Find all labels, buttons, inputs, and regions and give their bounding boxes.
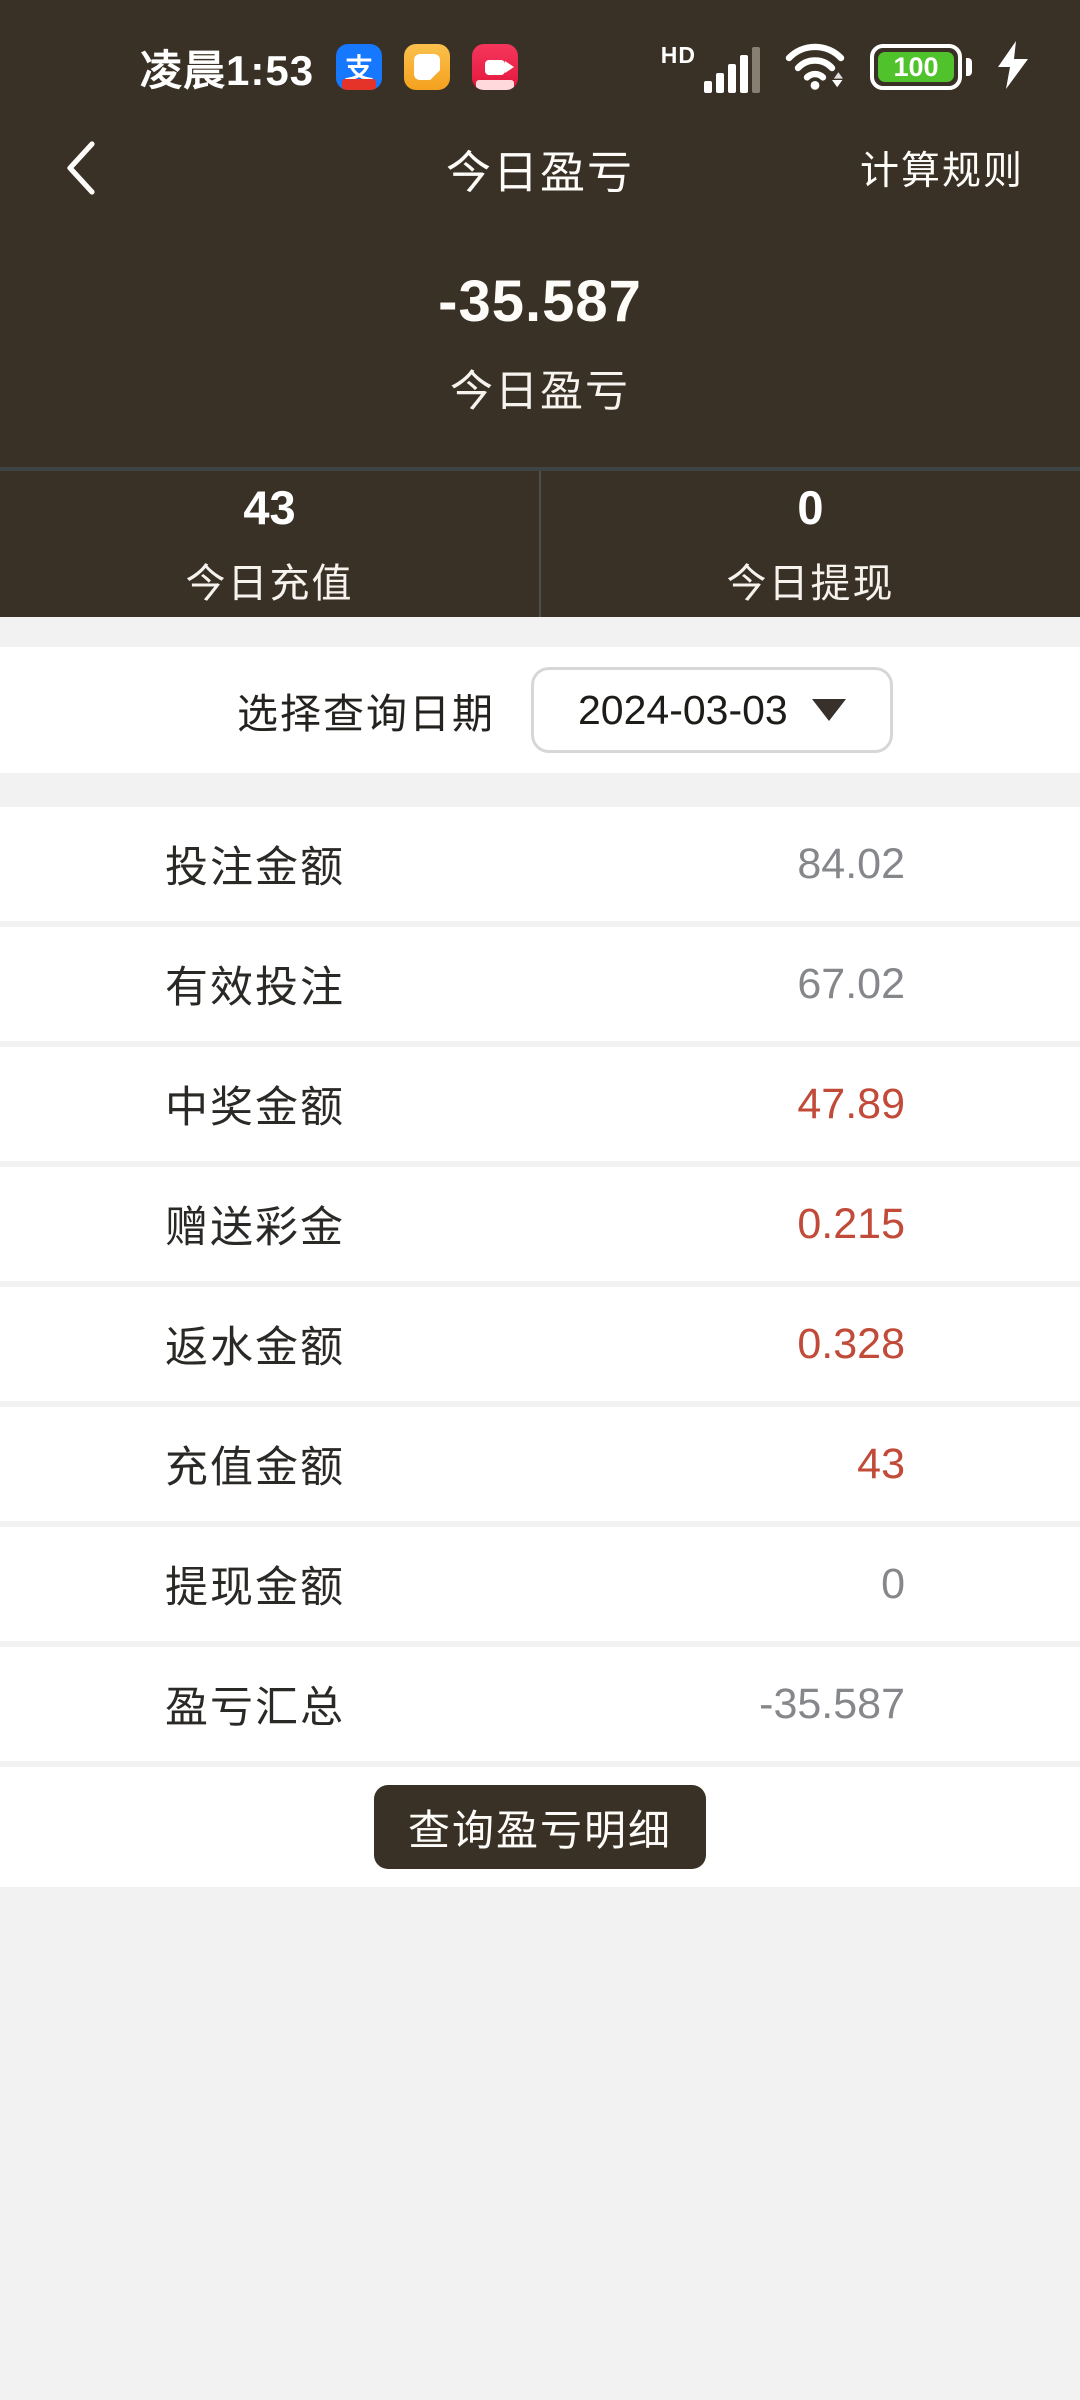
action-row: 查询盈亏明细	[0, 1767, 1080, 1887]
row-value: 47.89	[797, 1079, 905, 1128]
row-label: 充值金额	[165, 1444, 345, 1492]
row-label: 中奖金额	[165, 1084, 345, 1132]
row-value: 84.02	[797, 839, 905, 888]
message-icon	[404, 44, 451, 90]
kuaishou-icon	[472, 44, 519, 90]
calc-rules-link[interactable]: 计算规则	[859, 150, 1024, 193]
date-picker-row: 选择查询日期 2024-03-03	[0, 647, 1080, 773]
signal-icon: HD	[661, 42, 760, 93]
detail-row-rebate: 返水金额 0.328	[0, 1287, 1080, 1401]
today-profit-label: 今日盈亏	[450, 368, 630, 416]
row-value: 43	[857, 1439, 905, 1488]
detail-row-bet-amount: 投注金额 84.02	[0, 807, 1080, 921]
detail-row-profit-total: 盈亏汇总 -35.587	[0, 1647, 1080, 1761]
date-select-value: 2024-03-03	[578, 686, 788, 733]
back-button[interactable]	[66, 140, 110, 196]
wifi-icon	[784, 39, 846, 96]
battery-icon: 100	[870, 44, 972, 90]
row-label: 返水金额	[165, 1324, 345, 1372]
header-divider	[0, 467, 1080, 471]
row-value: 0.215	[797, 1199, 905, 1248]
detail-row-withdraw: 提现金额 0	[0, 1527, 1080, 1641]
row-value: 67.02	[797, 959, 905, 1008]
chevron-down-icon	[812, 699, 846, 721]
detail-row-valid-bet: 有效投注 67.02	[0, 927, 1080, 1041]
stat-label: 今日充值	[185, 561, 354, 606]
stat-today-deposit: 43 今日充值	[0, 471, 541, 617]
row-value: -35.587	[759, 1679, 905, 1728]
date-picker-label: 选择查询日期	[237, 691, 495, 737]
signal-bars-icon	[704, 46, 760, 93]
today-summary: -35.587 今日盈亏	[0, 216, 1080, 467]
query-profit-detail-button[interactable]: 查询盈亏明细	[373, 1785, 706, 1869]
row-label: 投注金额	[165, 844, 345, 892]
row-label: 盈亏汇总	[165, 1684, 345, 1732]
stat-label: 今日提现	[726, 561, 895, 606]
back-chevron-icon	[67, 141, 95, 195]
row-label: 提现金额	[165, 1564, 345, 1612]
detail-list: 投注金额 84.02 有效投注 67.02 中奖金额 47.89 赠送彩金 0.…	[0, 807, 1080, 1761]
status-bar-right: HD 100	[661, 39, 1030, 96]
date-select[interactable]: 2024-03-03	[531, 667, 893, 753]
battery-level: 100	[878, 52, 954, 82]
hd-label: HD	[660, 41, 696, 68]
stat-value: 0	[797, 480, 824, 534]
detail-row-deposit: 充值金额 43	[0, 1407, 1080, 1521]
status-time: 凌晨1:53	[140, 46, 315, 94]
today-profit-amount: -35.587	[438, 269, 642, 334]
stat-today-withdraw: 0 今日提现	[541, 471, 1080, 617]
detail-row-winnings: 中奖金额 47.89	[0, 1047, 1080, 1161]
nav-bar: 今日盈亏 计算规则	[0, 120, 1080, 216]
bottom-filler	[0, 1887, 1080, 2400]
detail-row-bonus: 赠送彩金 0.215	[0, 1167, 1080, 1281]
row-value: 0.328	[797, 1319, 905, 1368]
spacer	[0, 617, 1080, 647]
charging-bolt-icon	[996, 40, 1030, 94]
spacer	[0, 773, 1080, 807]
status-bar: 凌晨1:53 支 HD	[0, 0, 1080, 120]
row-label: 赠送彩金	[165, 1204, 345, 1252]
status-bar-left: 凌晨1:53 支	[140, 37, 519, 98]
stats-band: 43 今日充值 0 今日提现	[0, 471, 1080, 617]
header: 凌晨1:53 支 HD	[0, 0, 1080, 467]
row-label: 有效投注	[165, 964, 345, 1012]
page-title: 今日盈亏	[445, 146, 635, 198]
stat-value: 43	[243, 480, 296, 534]
row-value: 0	[881, 1559, 905, 1608]
alipay-icon: 支	[336, 44, 383, 90]
